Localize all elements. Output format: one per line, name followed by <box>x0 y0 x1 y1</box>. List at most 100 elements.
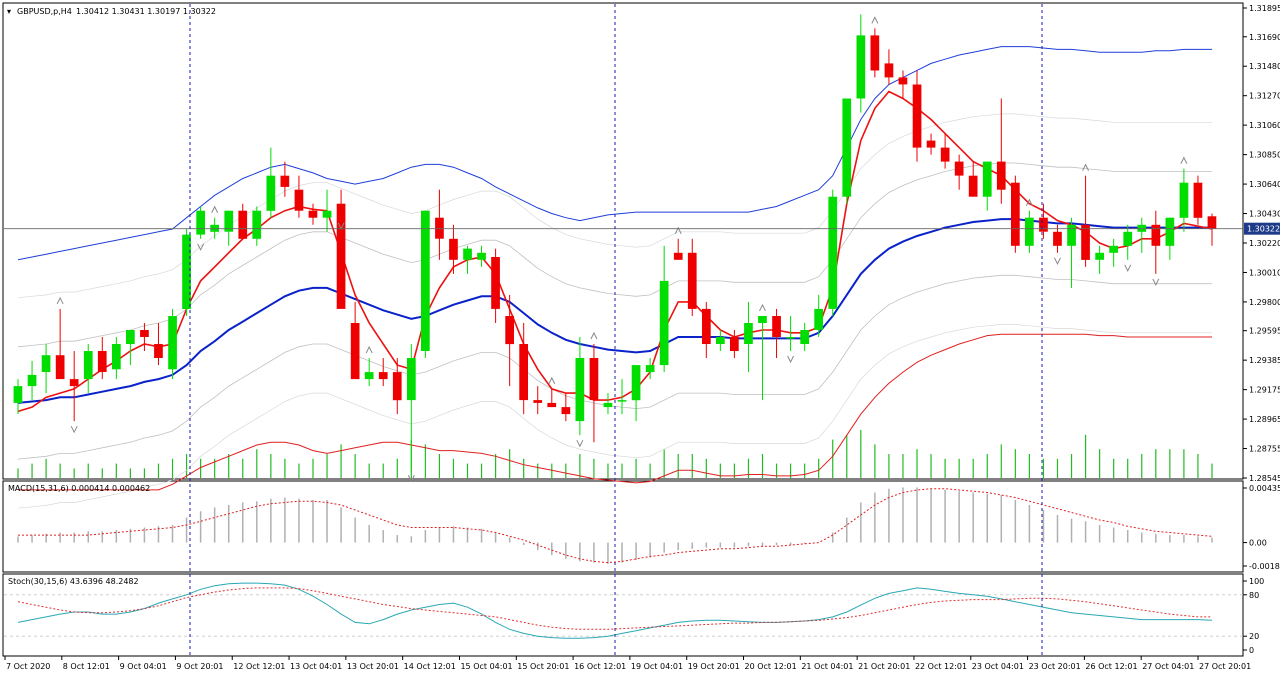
time-tick-label: 26 Oct 12:01 <box>1085 662 1137 671</box>
candle[interactable] <box>1053 224 1062 253</box>
candle[interactable] <box>940 133 950 169</box>
candle-body <box>954 161 964 176</box>
candle[interactable] <box>673 238 683 260</box>
candle-body <box>97 351 107 372</box>
candle[interactable] <box>238 203 248 239</box>
candle[interactable] <box>533 386 543 415</box>
candle[interactable] <box>1207 213 1217 246</box>
fractal-up-icon <box>674 226 682 235</box>
candle[interactable] <box>1081 175 1090 267</box>
candle[interactable] <box>196 206 205 239</box>
candle[interactable] <box>1123 224 1133 260</box>
candle[interactable] <box>1025 210 1034 253</box>
fractal-up-icon <box>1180 156 1188 164</box>
time-tick-label: 9 Oct 20:01 <box>176 662 223 671</box>
candle[interactable] <box>730 329 739 359</box>
candle[interactable] <box>407 344 416 471</box>
candle[interactable] <box>1011 175 1020 253</box>
candle[interactable] <box>97 337 107 380</box>
candle[interactable] <box>322 189 332 232</box>
stoch-pane-frame <box>2 573 1244 657</box>
candle-body <box>350 323 360 380</box>
candle[interactable] <box>772 308 781 359</box>
candle[interactable] <box>982 161 992 211</box>
candle[interactable] <box>687 238 697 316</box>
candle[interactable] <box>926 133 936 155</box>
candle[interactable] <box>140 322 149 352</box>
candle[interactable] <box>1193 175 1203 225</box>
candle[interactable] <box>280 161 290 197</box>
candle[interactable] <box>828 189 838 316</box>
candle[interactable] <box>55 308 65 380</box>
candle[interactable] <box>589 344 599 443</box>
candle[interactable] <box>856 14 866 113</box>
candle[interactable] <box>659 245 669 373</box>
candle[interactable] <box>547 388 557 408</box>
candle[interactable] <box>603 393 613 415</box>
candle[interactable] <box>252 206 262 246</box>
candle[interactable] <box>350 301 360 380</box>
candle-body <box>238 210 248 239</box>
price-tick-label: 1.30220 <box>1249 239 1280 248</box>
candle[interactable] <box>364 358 374 387</box>
candle[interactable] <box>1151 210 1161 274</box>
candle[interactable] <box>392 358 402 415</box>
time-tick-label: 15 Oct 04:01 <box>460 662 512 671</box>
candle[interactable] <box>842 98 852 204</box>
candle[interactable] <box>435 189 444 260</box>
dropdown-arrow-icon[interactable]: ▾ <box>7 7 11 16</box>
candle[interactable] <box>631 365 641 422</box>
candle[interactable] <box>308 203 318 225</box>
candle[interactable] <box>800 322 809 352</box>
candle[interactable] <box>294 175 304 218</box>
candle[interactable] <box>463 245 472 274</box>
time-tick-label: 20 Oct 12:01 <box>745 662 797 671</box>
candle[interactable] <box>27 360 37 401</box>
candle[interactable] <box>13 379 23 415</box>
candle[interactable] <box>41 344 51 394</box>
candle[interactable] <box>645 358 655 380</box>
candle[interactable] <box>378 358 388 387</box>
candle[interactable] <box>336 189 346 309</box>
candle[interactable] <box>912 70 922 162</box>
candle[interactable] <box>1095 245 1104 274</box>
candle[interactable] <box>1039 203 1048 239</box>
candle[interactable] <box>112 337 121 380</box>
candle[interactable] <box>421 210 430 359</box>
candle[interactable] <box>870 28 880 78</box>
candle[interactable] <box>1067 217 1076 288</box>
candle[interactable] <box>505 294 514 387</box>
candle[interactable] <box>1179 168 1189 232</box>
candle[interactable] <box>575 337 585 436</box>
fractal-up-icon <box>759 303 766 312</box>
candle[interactable] <box>898 70 908 99</box>
candle[interactable] <box>617 379 627 415</box>
candle[interactable] <box>477 245 486 267</box>
candle[interactable] <box>69 351 79 422</box>
candle[interactable] <box>519 322 528 415</box>
candle[interactable] <box>884 49 894 85</box>
candle[interactable] <box>814 294 823 337</box>
candle-body <box>196 210 205 235</box>
candle[interactable] <box>83 344 93 394</box>
candle[interactable] <box>168 308 177 380</box>
candle[interactable] <box>702 301 711 359</box>
candle[interactable] <box>716 329 725 352</box>
candle[interactable] <box>968 161 978 197</box>
candle[interactable] <box>449 224 458 274</box>
candle[interactable] <box>954 154 964 190</box>
candle[interactable] <box>744 301 753 373</box>
candle[interactable] <box>224 210 234 246</box>
candle[interactable] <box>561 393 571 422</box>
candle[interactable] <box>1109 238 1118 267</box>
candle[interactable] <box>758 315 767 401</box>
candle[interactable] <box>154 322 163 366</box>
candle[interactable] <box>786 315 795 352</box>
candle[interactable] <box>126 329 135 366</box>
candle[interactable] <box>1165 217 1175 260</box>
candle[interactable] <box>266 147 276 218</box>
candle[interactable] <box>996 98 1006 204</box>
candle[interactable] <box>182 228 191 316</box>
candle[interactable] <box>491 248 500 323</box>
